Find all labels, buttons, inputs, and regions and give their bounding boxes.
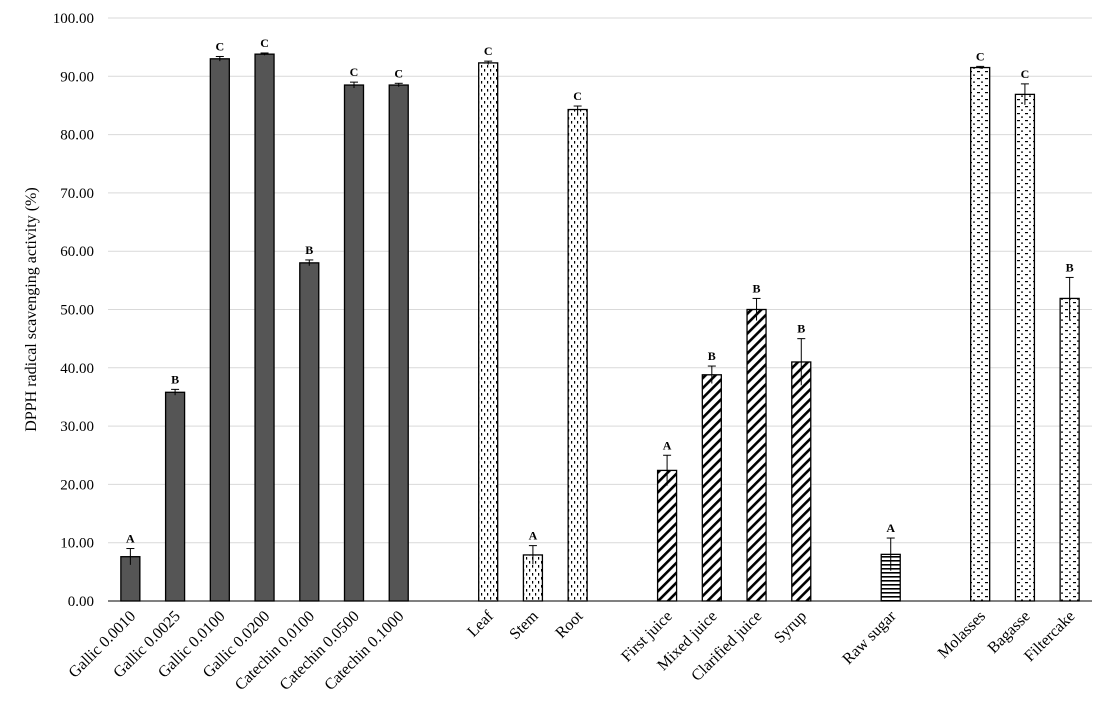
y-axis-title: DPPH radical scavenging activity (%) [23,187,40,431]
x-category-label: Molasses [935,608,989,662]
bar [343,84,365,602]
significance-label: C [215,39,224,53]
bar [299,262,320,602]
significance-label: C [260,36,269,50]
y-tick-label: 100.00 [53,11,94,27]
bar [656,469,678,602]
y-tick-label: 10.00 [60,536,94,552]
significance-label: A [529,529,538,543]
y-tick-label: 90.00 [60,69,94,85]
x-category-label: Root [552,607,586,641]
bar [254,53,275,602]
y-tick-label: 80.00 [60,128,94,144]
significance-label: B [1066,260,1074,274]
x-category-label: Syrup [771,608,810,647]
significance-label: C [394,66,403,80]
significance-label: C [1021,67,1030,81]
bar [478,62,499,602]
significance-label: B [753,281,761,295]
bar [164,391,186,602]
y-tick-label: 60.00 [60,244,94,260]
significance-label: C [350,65,359,79]
bar [701,374,722,602]
bar [746,308,767,602]
significance-label: C [484,44,493,58]
significance-label: A [663,438,672,452]
y-tick-label: 50.00 [60,303,94,319]
y-tick-label: 0.00 [68,594,94,610]
bar [388,84,409,602]
x-category-label: Leaf [464,607,497,640]
significance-label: B [305,243,313,257]
x-category-label: Stem [506,607,542,643]
y-tick-label: 40.00 [60,361,94,377]
y-tick-label: 70.00 [60,186,94,202]
x-category-label: Catechin 0.0100 [232,608,318,694]
y-tick-label: 30.00 [60,419,94,435]
significance-label: C [573,89,582,103]
y-tick-label: 20.00 [60,477,94,493]
significance-label: C [976,49,985,63]
x-category-label: Catechin 0.1000 [321,608,407,694]
bar [791,361,812,602]
bar [1059,297,1080,602]
significance-label: B [171,372,179,386]
significance-label: B [708,349,716,363]
x-category-label: Catechin 0.0500 [277,608,363,694]
x-category-label: Raw sugar [839,607,900,668]
bar [567,108,588,602]
y-axis-ticks: 0.00 10.00 20.00 30.00 40.00 50.00 60.00 70.00 8… [53,11,94,610]
bar [1014,93,1036,602]
bar [209,58,230,602]
significance-label: B [797,322,805,336]
bars: A B C C B C C C A C A B B B A C C B [120,36,1080,602]
significance-label: A [886,521,895,535]
bar [970,66,991,602]
significance-label: A [126,532,135,546]
